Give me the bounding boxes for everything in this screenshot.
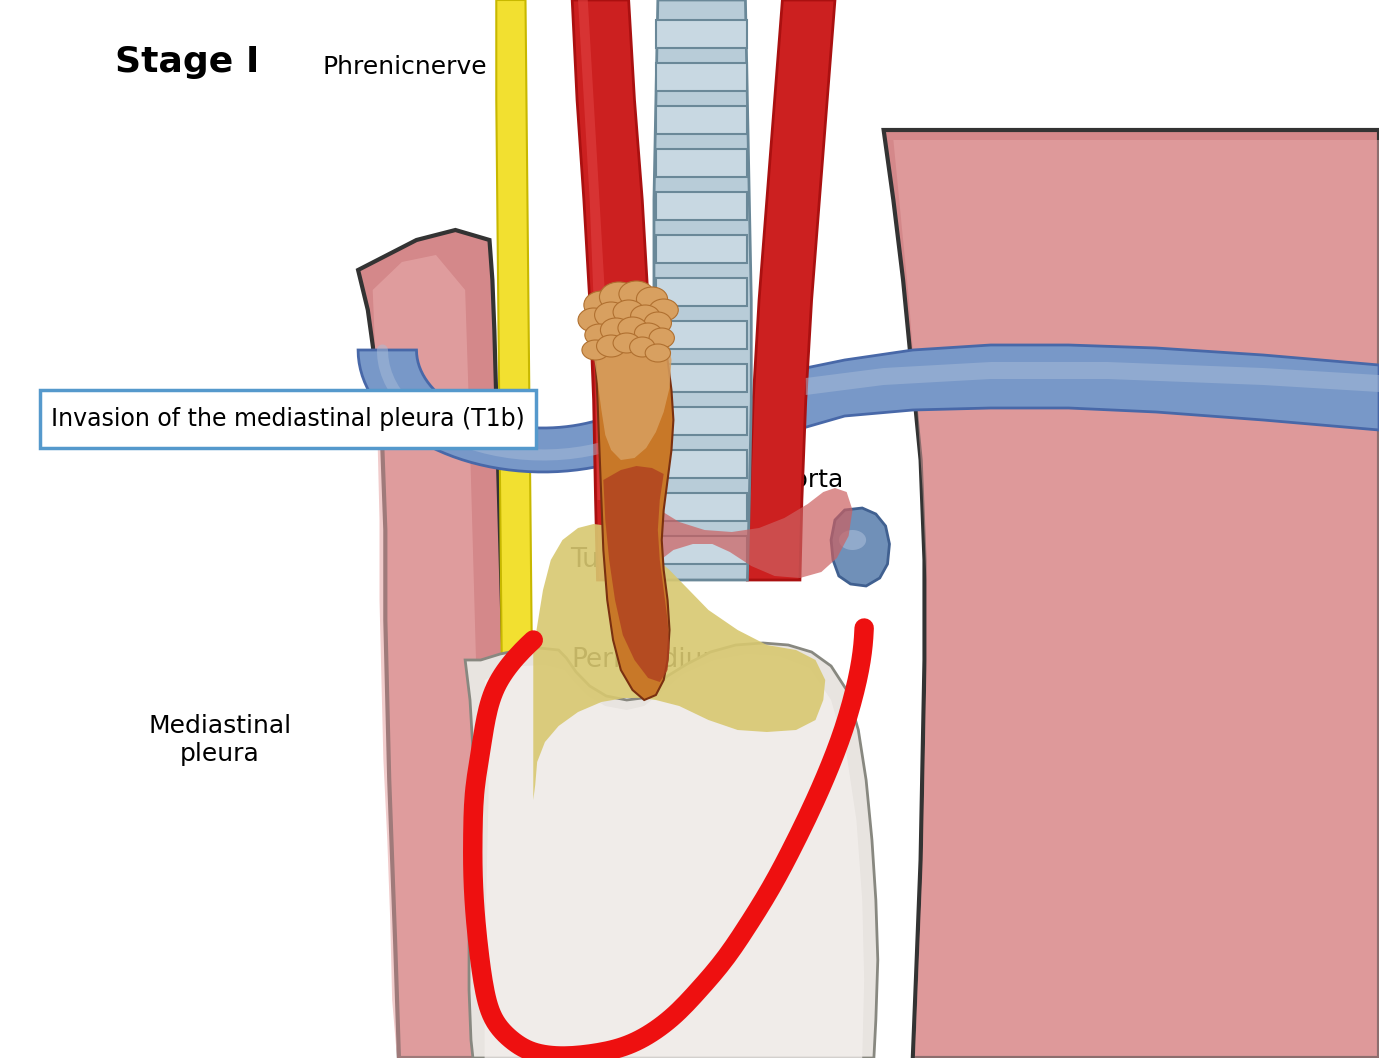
Text: Mediastinal
pleura: Mediastinal pleura [149, 714, 291, 766]
Polygon shape [656, 106, 747, 134]
Ellipse shape [630, 305, 659, 327]
Text: Aorta: Aorta [776, 468, 844, 492]
Polygon shape [534, 524, 825, 800]
Ellipse shape [578, 308, 610, 332]
Polygon shape [656, 149, 747, 177]
Polygon shape [654, 0, 752, 580]
Text: Phrenicnerve: Phrenicnerve [323, 55, 487, 79]
Text: Stage I: Stage I [114, 45, 259, 79]
Polygon shape [884, 130, 1379, 1058]
Ellipse shape [583, 291, 619, 320]
Polygon shape [359, 350, 728, 472]
Polygon shape [656, 20, 747, 48]
Polygon shape [656, 321, 747, 349]
Ellipse shape [644, 312, 672, 334]
Ellipse shape [634, 323, 662, 343]
Polygon shape [640, 488, 852, 578]
Polygon shape [796, 345, 1379, 430]
Polygon shape [656, 364, 747, 393]
Ellipse shape [838, 530, 866, 550]
Ellipse shape [637, 287, 667, 311]
Polygon shape [747, 0, 834, 580]
Polygon shape [372, 255, 484, 1058]
Polygon shape [656, 450, 747, 478]
Text: Tumour: Tumour [570, 547, 669, 573]
Ellipse shape [645, 344, 670, 362]
Polygon shape [656, 191, 747, 220]
Ellipse shape [650, 299, 678, 321]
Polygon shape [465, 643, 878, 1058]
Ellipse shape [650, 328, 674, 348]
Ellipse shape [594, 302, 627, 328]
Polygon shape [604, 466, 670, 682]
Text: Invasion of the mediastinal pleura (T1b): Invasion of the mediastinal pleura (T1b) [51, 407, 525, 431]
Ellipse shape [597, 335, 626, 357]
Ellipse shape [619, 281, 654, 307]
Polygon shape [656, 63, 747, 91]
Ellipse shape [585, 324, 614, 346]
Text: PA: PA [855, 548, 885, 572]
Text: Pericardium: Pericardium [571, 647, 728, 673]
Ellipse shape [614, 300, 644, 324]
Polygon shape [572, 0, 658, 580]
Polygon shape [656, 235, 747, 263]
Ellipse shape [600, 282, 638, 312]
Polygon shape [656, 493, 747, 521]
Polygon shape [484, 654, 865, 1058]
Polygon shape [496, 0, 534, 1058]
Ellipse shape [614, 333, 640, 353]
Polygon shape [656, 278, 747, 306]
Ellipse shape [582, 340, 610, 360]
Polygon shape [578, 0, 611, 500]
Polygon shape [587, 295, 673, 700]
Polygon shape [894, 140, 1379, 1058]
Polygon shape [805, 362, 1379, 395]
Polygon shape [587, 294, 672, 460]
Ellipse shape [600, 318, 632, 342]
Polygon shape [656, 407, 747, 435]
FancyBboxPatch shape [40, 390, 536, 448]
Polygon shape [359, 230, 514, 1058]
Ellipse shape [618, 317, 647, 339]
Polygon shape [656, 536, 747, 564]
Ellipse shape [630, 338, 655, 357]
Polygon shape [832, 508, 889, 586]
